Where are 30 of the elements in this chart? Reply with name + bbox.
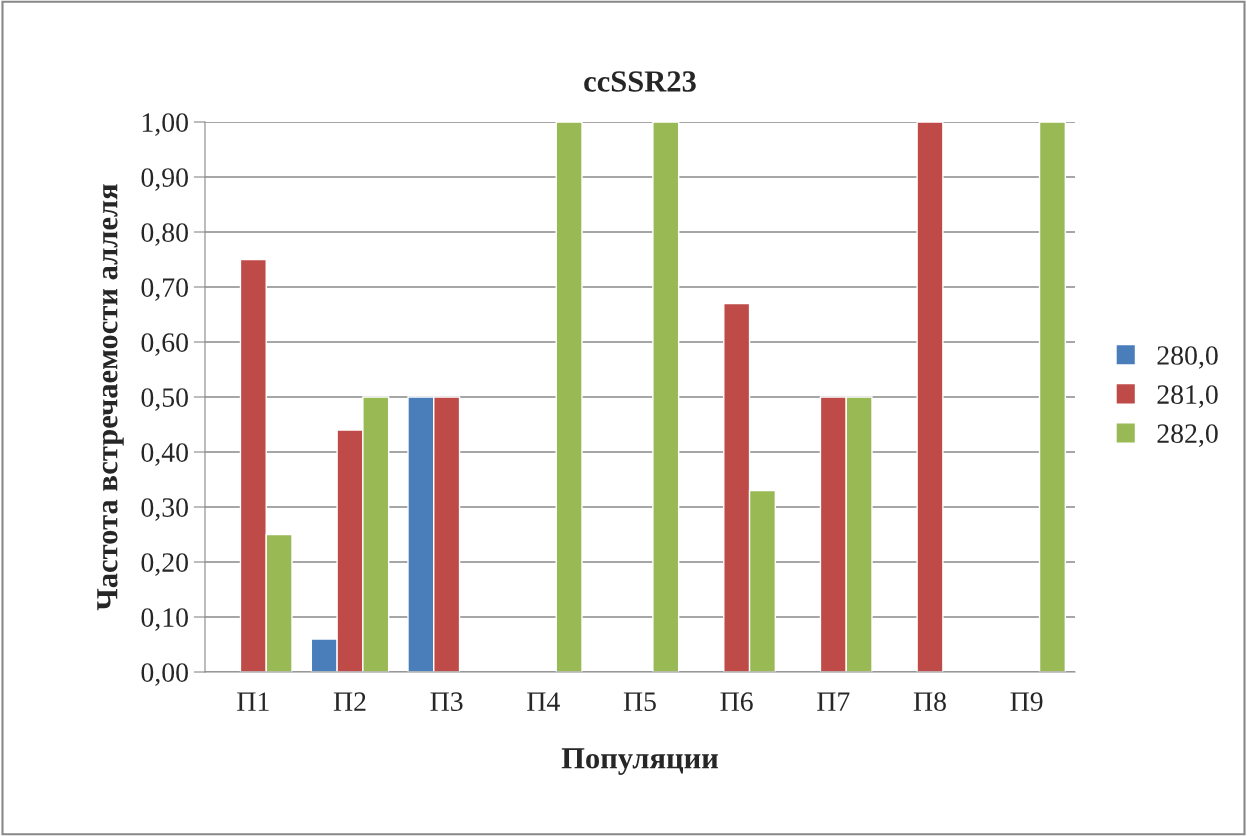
y-tick-label: 1,00 (142, 113, 188, 136)
x-tick-label: П6 (720, 692, 753, 711)
y-tick-label: 0,90 (141, 168, 188, 191)
y-tick-label: 0,40 (141, 443, 188, 466)
bar (652, 122, 680, 672)
x-tick-label: П1 (237, 692, 269, 711)
bar (1038, 122, 1067, 672)
x-axis-title: Популяции (561, 748, 719, 775)
x-tick-label: П7 (817, 692, 850, 711)
bar (916, 122, 944, 672)
y-tick-label: 0,80 (141, 223, 188, 246)
x-tick-label: П2 (333, 692, 366, 711)
legend-label: 280,0 (1157, 346, 1218, 369)
y-tick-label: 0,00 (141, 663, 188, 686)
legend-label: 282,0 (1157, 424, 1218, 448)
x-tick-label: П5 (623, 692, 656, 711)
x-tick-label: П8 (913, 692, 946, 711)
x-tick-label: П9 (1010, 692, 1043, 711)
bar (555, 122, 583, 672)
y-tick-label: 0,20 (141, 553, 188, 576)
chart-title: ccSSR23 (584, 71, 696, 92)
y-axis-title: Частота встречаемости аллеля (97, 184, 124, 611)
x-tick-label: П4 (527, 692, 560, 711)
y-tick-label: 0,30 (141, 498, 188, 521)
y-tick-label: 0,10 (141, 608, 188, 631)
y-tick-label: 0,70 (141, 278, 188, 301)
y-tick-label: 0,50 (141, 388, 188, 411)
x-tick-label: П3 (430, 692, 463, 711)
y-tick-label: 0,60 (141, 333, 188, 356)
legend-label: 281,0 (1157, 385, 1218, 408)
